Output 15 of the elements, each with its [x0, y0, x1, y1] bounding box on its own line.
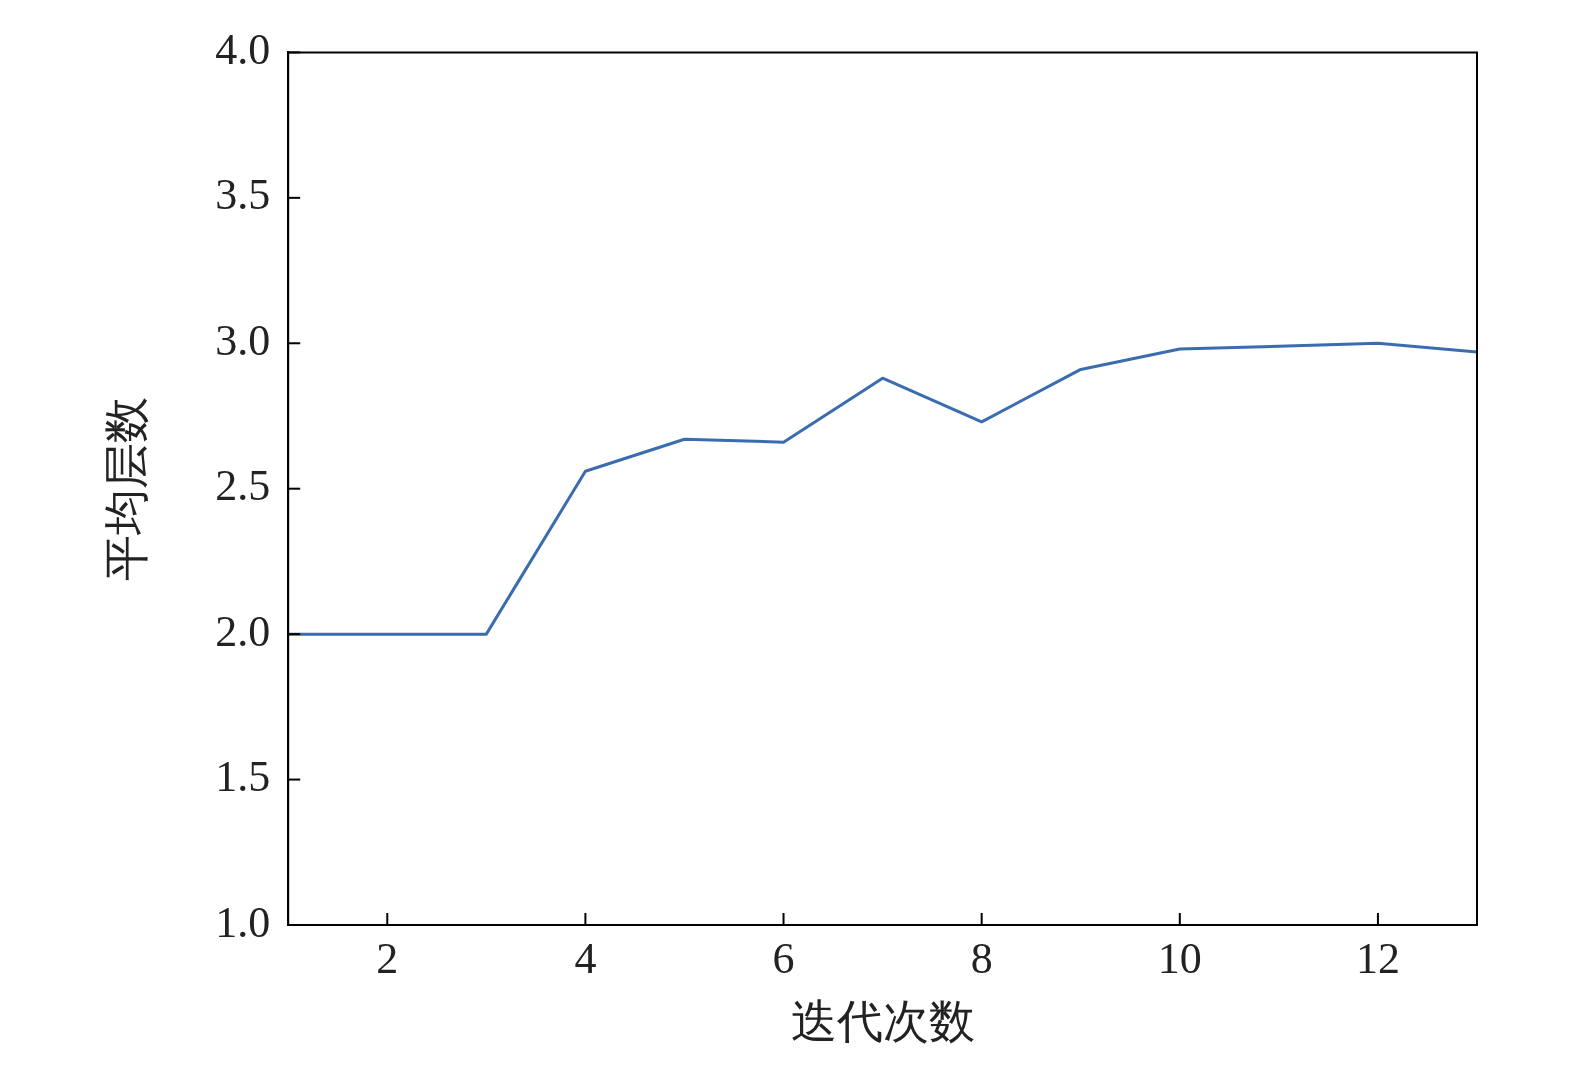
y-tick-label: 2.5 — [215, 461, 271, 511]
x-tick-label: 10 — [1157, 933, 1202, 983]
y-tick-label: 4.0 — [215, 24, 271, 74]
x-tick-label: 2 — [376, 933, 399, 983]
x-tick-label: 6 — [772, 933, 795, 983]
y-tick-label: 3.5 — [215, 170, 271, 220]
y-axis-title: 平均层数 — [100, 396, 152, 581]
x-tick-label: 4 — [574, 933, 597, 983]
y-tick-label: 3.0 — [215, 315, 271, 365]
y-tick-label: 1.0 — [215, 897, 271, 947]
y-tick-label: 2.0 — [215, 606, 271, 656]
x-tick-label: 8 — [970, 933, 993, 983]
y-tick-label: 1.5 — [215, 752, 271, 802]
x-axis-title: 迭代次数 — [790, 996, 975, 1048]
x-tick-label: 12 — [1355, 933, 1400, 983]
